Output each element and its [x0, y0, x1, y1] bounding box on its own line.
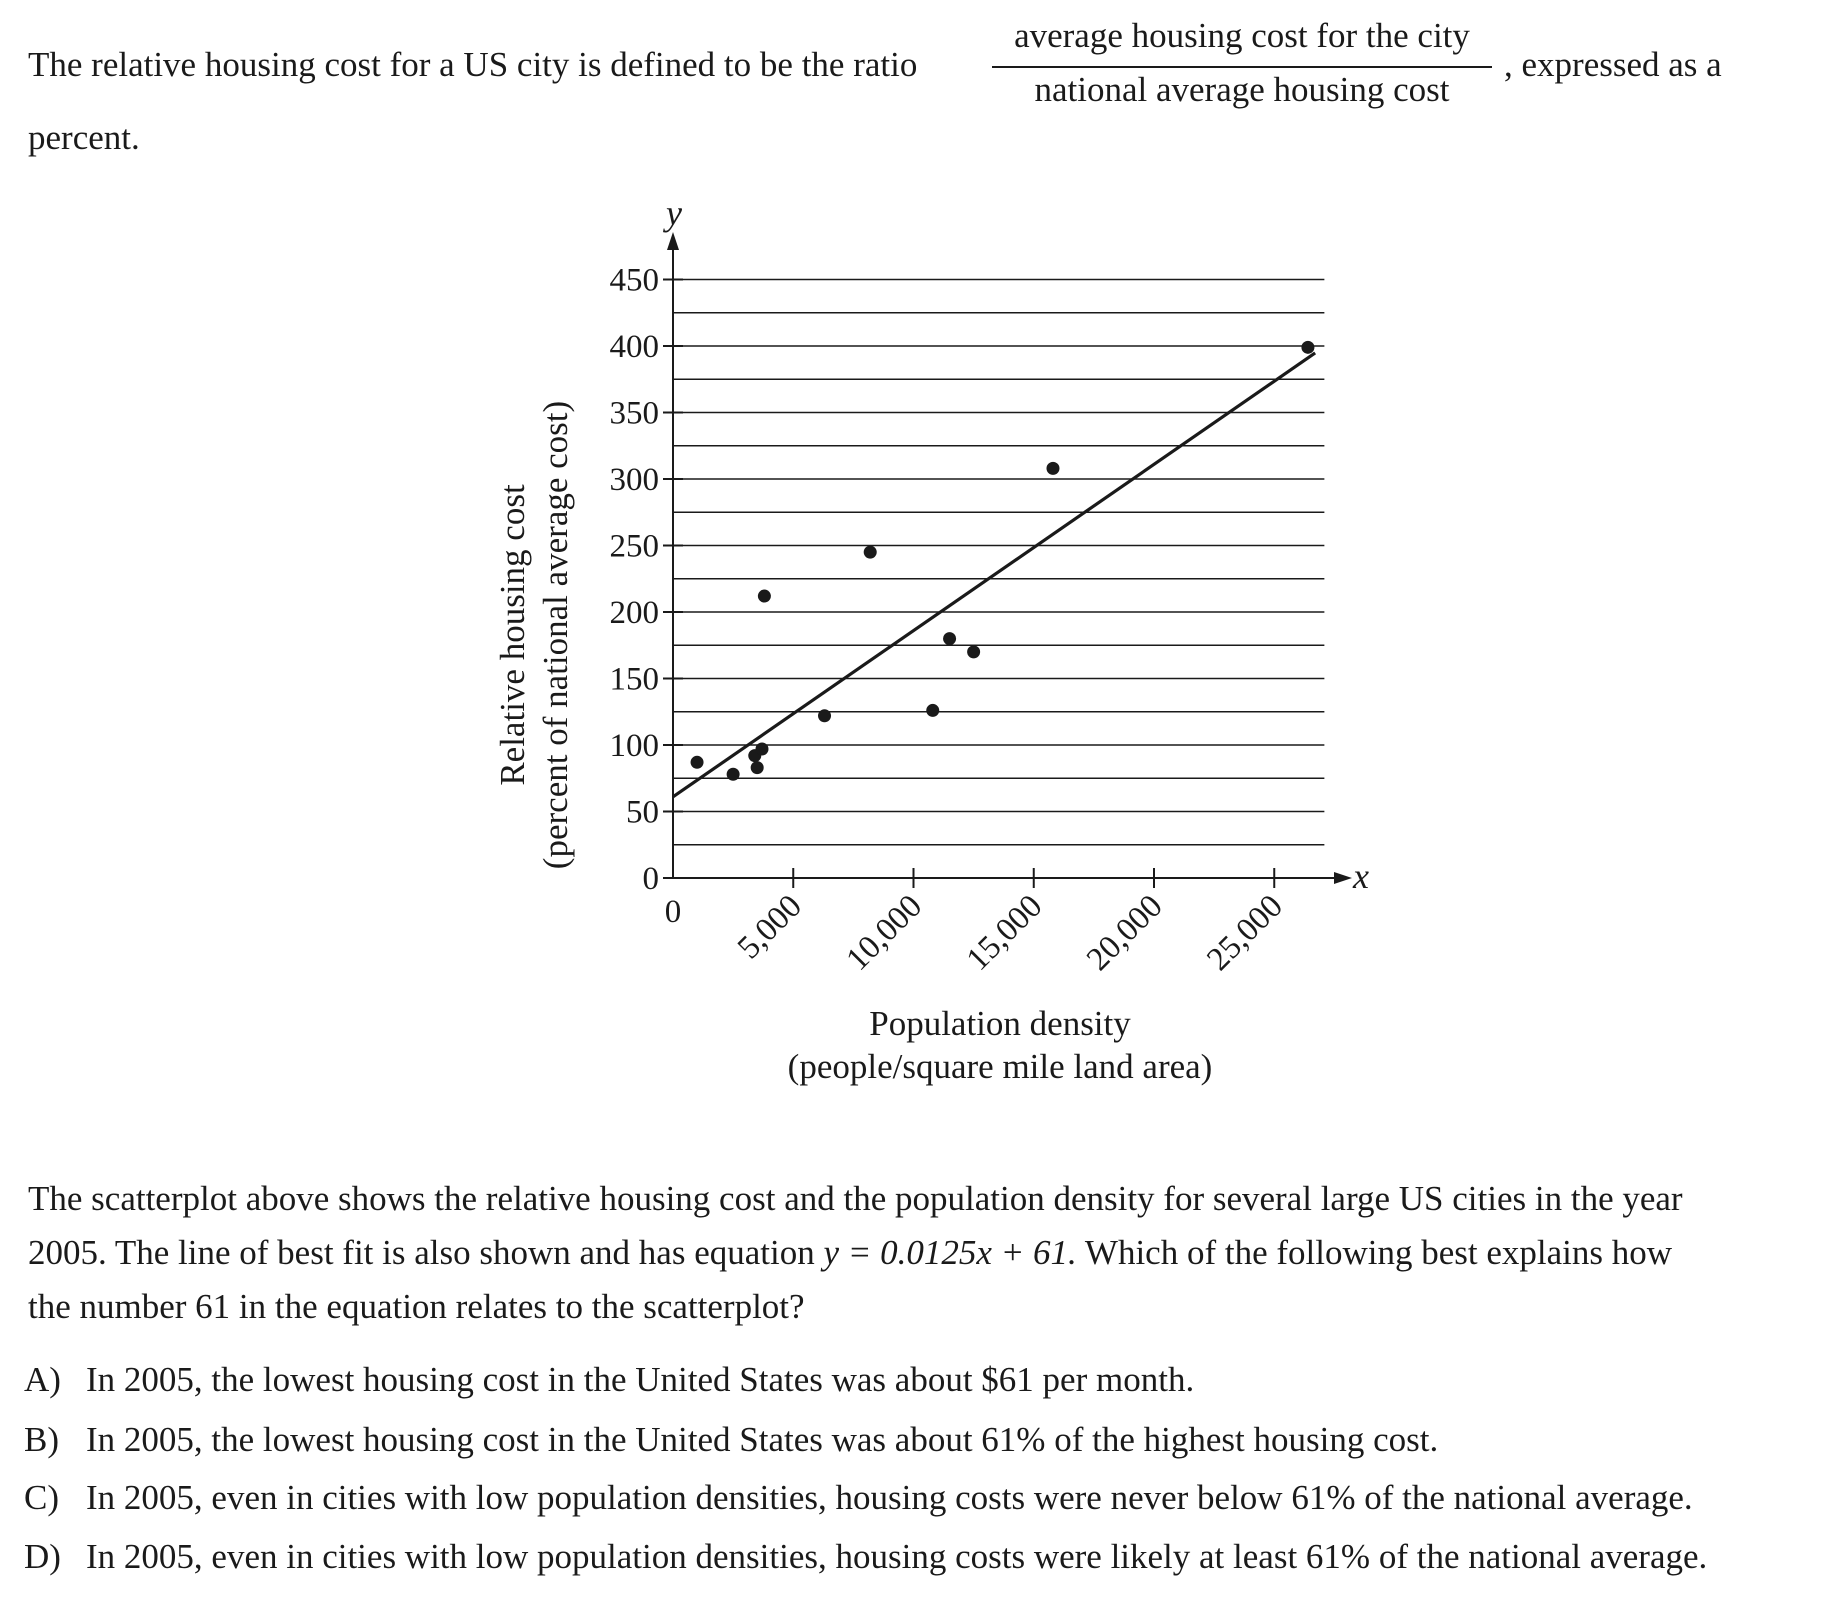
axes [667, 232, 1352, 884]
fraction-bar [992, 66, 1492, 68]
question-line-3: the number 61 in the equation relates to… [28, 1287, 805, 1326]
data-point [755, 742, 769, 756]
data-point [726, 767, 740, 781]
y-tick-label: 300 [610, 462, 660, 498]
x-tick-label: 20,000 [1080, 888, 1170, 978]
question-line-1: The scatterplot above shows the relative… [28, 1179, 1683, 1218]
y-tick-label: 250 [610, 529, 660, 565]
best-fit-equation: y = 0.0125x + 61. [823, 1233, 1077, 1272]
choice-d-text: In 2005, even in cities with low populat… [86, 1537, 1708, 1576]
data-point [690, 755, 704, 769]
y-axis-title-line1: Relative housing cost [493, 484, 532, 786]
ratio-fraction: average housing cost for the city nation… [986, 14, 1498, 124]
y-axis-arrow [667, 232, 679, 250]
x-axis-arrow [1334, 872, 1352, 884]
data-point [818, 709, 832, 723]
question-stem: The scatterplot above shows the relative… [28, 1172, 1828, 1334]
tick-marks: 0 50 100 150 200 250 300 350 400 450 5,000 10,000 15… [610, 263, 1290, 978]
choice-c[interactable]: C) In 2005, even in cities with low popul… [24, 1478, 1693, 1518]
y-axis-title-line2: (percent of national average cost) [536, 401, 575, 869]
choice-c-letter: C) [24, 1478, 59, 1517]
data-point [863, 545, 877, 559]
question-line-2-suffix: Which of the following best explains how [1076, 1233, 1673, 1272]
x-tick-label: 25,000 [1200, 888, 1290, 978]
x-axis-variable: x [1352, 856, 1369, 896]
choice-b-letter: B) [24, 1420, 59, 1459]
y-tick-label: 150 [610, 662, 660, 698]
gridlines [673, 278, 1325, 846]
data-point [750, 761, 764, 775]
x-axis-title-line1: Population density [869, 1004, 1131, 1043]
data-point [1301, 340, 1315, 354]
y-axis-variable: y [663, 193, 682, 233]
y-tick-label: 350 [610, 396, 660, 432]
x-tick-label: 10,000 [840, 888, 930, 978]
intro-suffix: , expressed as a [1504, 45, 1722, 84]
x-axis-title-line2: (people/square mile land area) [788, 1047, 1213, 1086]
intro-text-continued: percent. [28, 118, 140, 157]
question-line-2-prefix: 2005. The line of best fit is also shown… [28, 1233, 824, 1272]
y-tick-label: 0 [643, 861, 660, 897]
y-tick-label: 50 [626, 795, 659, 831]
choice-b-text: In 2005, the lowest housing cost in the … [86, 1420, 1439, 1459]
y-tick-label: 450 [610, 263, 660, 299]
choice-d[interactable]: D) In 2005, even in cities with low popul… [24, 1537, 1707, 1577]
x-origin-label: 0 [665, 894, 682, 930]
x-tick-label: 15,000 [960, 888, 1050, 978]
y-tick-label: 400 [610, 329, 660, 365]
question-line-2: 2005. The line of best fit is also shown… [28, 1226, 1828, 1280]
x-tick-label: 5,000 [731, 888, 809, 966]
scatterplot: 0 50 100 150 200 250 300 350 400 450 5,000 10,000 15… [493, 193, 1369, 1086]
choice-a-text: In 2005, the lowest housing cost in the … [86, 1360, 1195, 1399]
choice-b[interactable]: B) In 2005, the lowest housing cost in th… [24, 1420, 1438, 1460]
fraction-numerator: average housing cost for the city [1014, 16, 1470, 55]
y-tick-label: 100 [610, 728, 660, 764]
choice-a[interactable]: A) In 2005, the lowest housing cost in th… [24, 1360, 1194, 1400]
choice-d-letter: D) [24, 1537, 61, 1576]
choice-c-text: In 2005, even in cities with low populat… [86, 1478, 1693, 1517]
choice-a-letter: A) [24, 1360, 61, 1399]
fit-line [672, 351, 1317, 799]
y-tick-label: 200 [610, 595, 660, 631]
fraction-denominator: national average housing cost [1034, 70, 1450, 109]
intro-text: The relative housing cost for a US city … [28, 45, 918, 84]
data-point [757, 589, 771, 603]
best-fit-line [672, 351, 1317, 799]
data-point [1046, 461, 1060, 475]
data-point [926, 703, 940, 717]
data-point [967, 645, 981, 659]
data-points [690, 340, 1315, 781]
data-point [943, 632, 957, 646]
